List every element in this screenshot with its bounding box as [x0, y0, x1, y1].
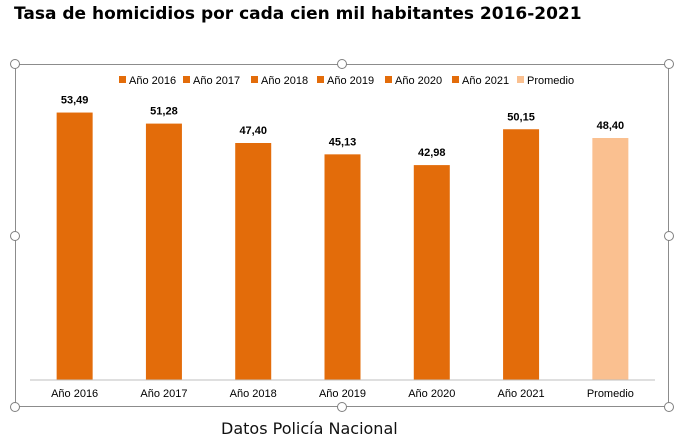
resize-handle-top-left[interactable]	[10, 59, 20, 69]
resize-handle-bottom-left[interactable]	[10, 402, 20, 412]
legend-swatch	[385, 76, 392, 83]
data-label: 47,40	[239, 125, 267, 137]
legend-entry[interactable]: Año 2016	[129, 75, 176, 87]
x-tick-label: Año 2018	[230, 388, 277, 400]
source-caption: Datos Policía Nacional	[221, 419, 398, 438]
legend-swatch	[317, 76, 324, 83]
data-label: 50,15	[507, 111, 535, 123]
legend-entry[interactable]: Año 2017	[193, 75, 240, 87]
bar-ano-2016[interactable]	[56, 112, 93, 381]
chart-legend[interactable]: Año 2016 Año 2017 Año 2018 Año 2019 Año 2020…	[119, 75, 574, 87]
data-label: 48,40	[597, 120, 625, 132]
bar-ano-2020[interactable]	[413, 165, 450, 380]
legend-entry[interactable]: Año 2021	[462, 75, 509, 87]
legend-swatch	[452, 76, 459, 83]
data-label: 42,98	[418, 147, 446, 159]
legend-entry[interactable]: Año 2020	[395, 75, 442, 87]
legend-swatch	[119, 76, 126, 83]
resize-handle-top-center[interactable]	[337, 59, 347, 69]
x-tick-label: Año 2019	[319, 388, 366, 400]
data-label: 45,13	[329, 136, 357, 148]
bar-ano-2018[interactable]	[235, 143, 272, 380]
legend-swatch	[251, 76, 258, 83]
bar-ano-2019[interactable]	[324, 154, 361, 380]
x-tick-label: Año 2020	[408, 388, 455, 400]
resize-handle-bottom-center[interactable]	[337, 402, 347, 412]
data-label: 53,49	[61, 95, 89, 107]
x-tick-label: Año 2021	[498, 388, 545, 400]
legend-entry[interactable]: Año 2019	[327, 75, 374, 87]
bar-ano-2021[interactable]	[503, 129, 540, 380]
x-tick-label: Año 2016	[51, 388, 98, 400]
bar-ano-2017[interactable]	[145, 123, 182, 380]
x-tick-label: Año 2017	[140, 388, 187, 400]
legend-entry[interactable]: Año 2018	[261, 75, 308, 87]
x-axis-tick-labels: Año 2016 Año 2017 Año 2018 Año 2019 Año 2020…	[51, 388, 634, 400]
bar-promedio[interactable]	[592, 138, 629, 380]
data-label: 51,28	[150, 106, 178, 118]
legend-swatch	[517, 76, 524, 83]
chart-title: Tasa de homicidios por cada cien mil hab…	[14, 4, 582, 24]
legend-swatch	[183, 76, 190, 83]
resize-handle-middle-left[interactable]	[10, 231, 20, 241]
legend-entry[interactable]: Promedio	[527, 75, 574, 87]
x-tick-label: Promedio	[587, 388, 634, 400]
chart-bars: 53,49 51,28 47,40 45,13 42,98 50,15 48,40	[56, 95, 629, 381]
